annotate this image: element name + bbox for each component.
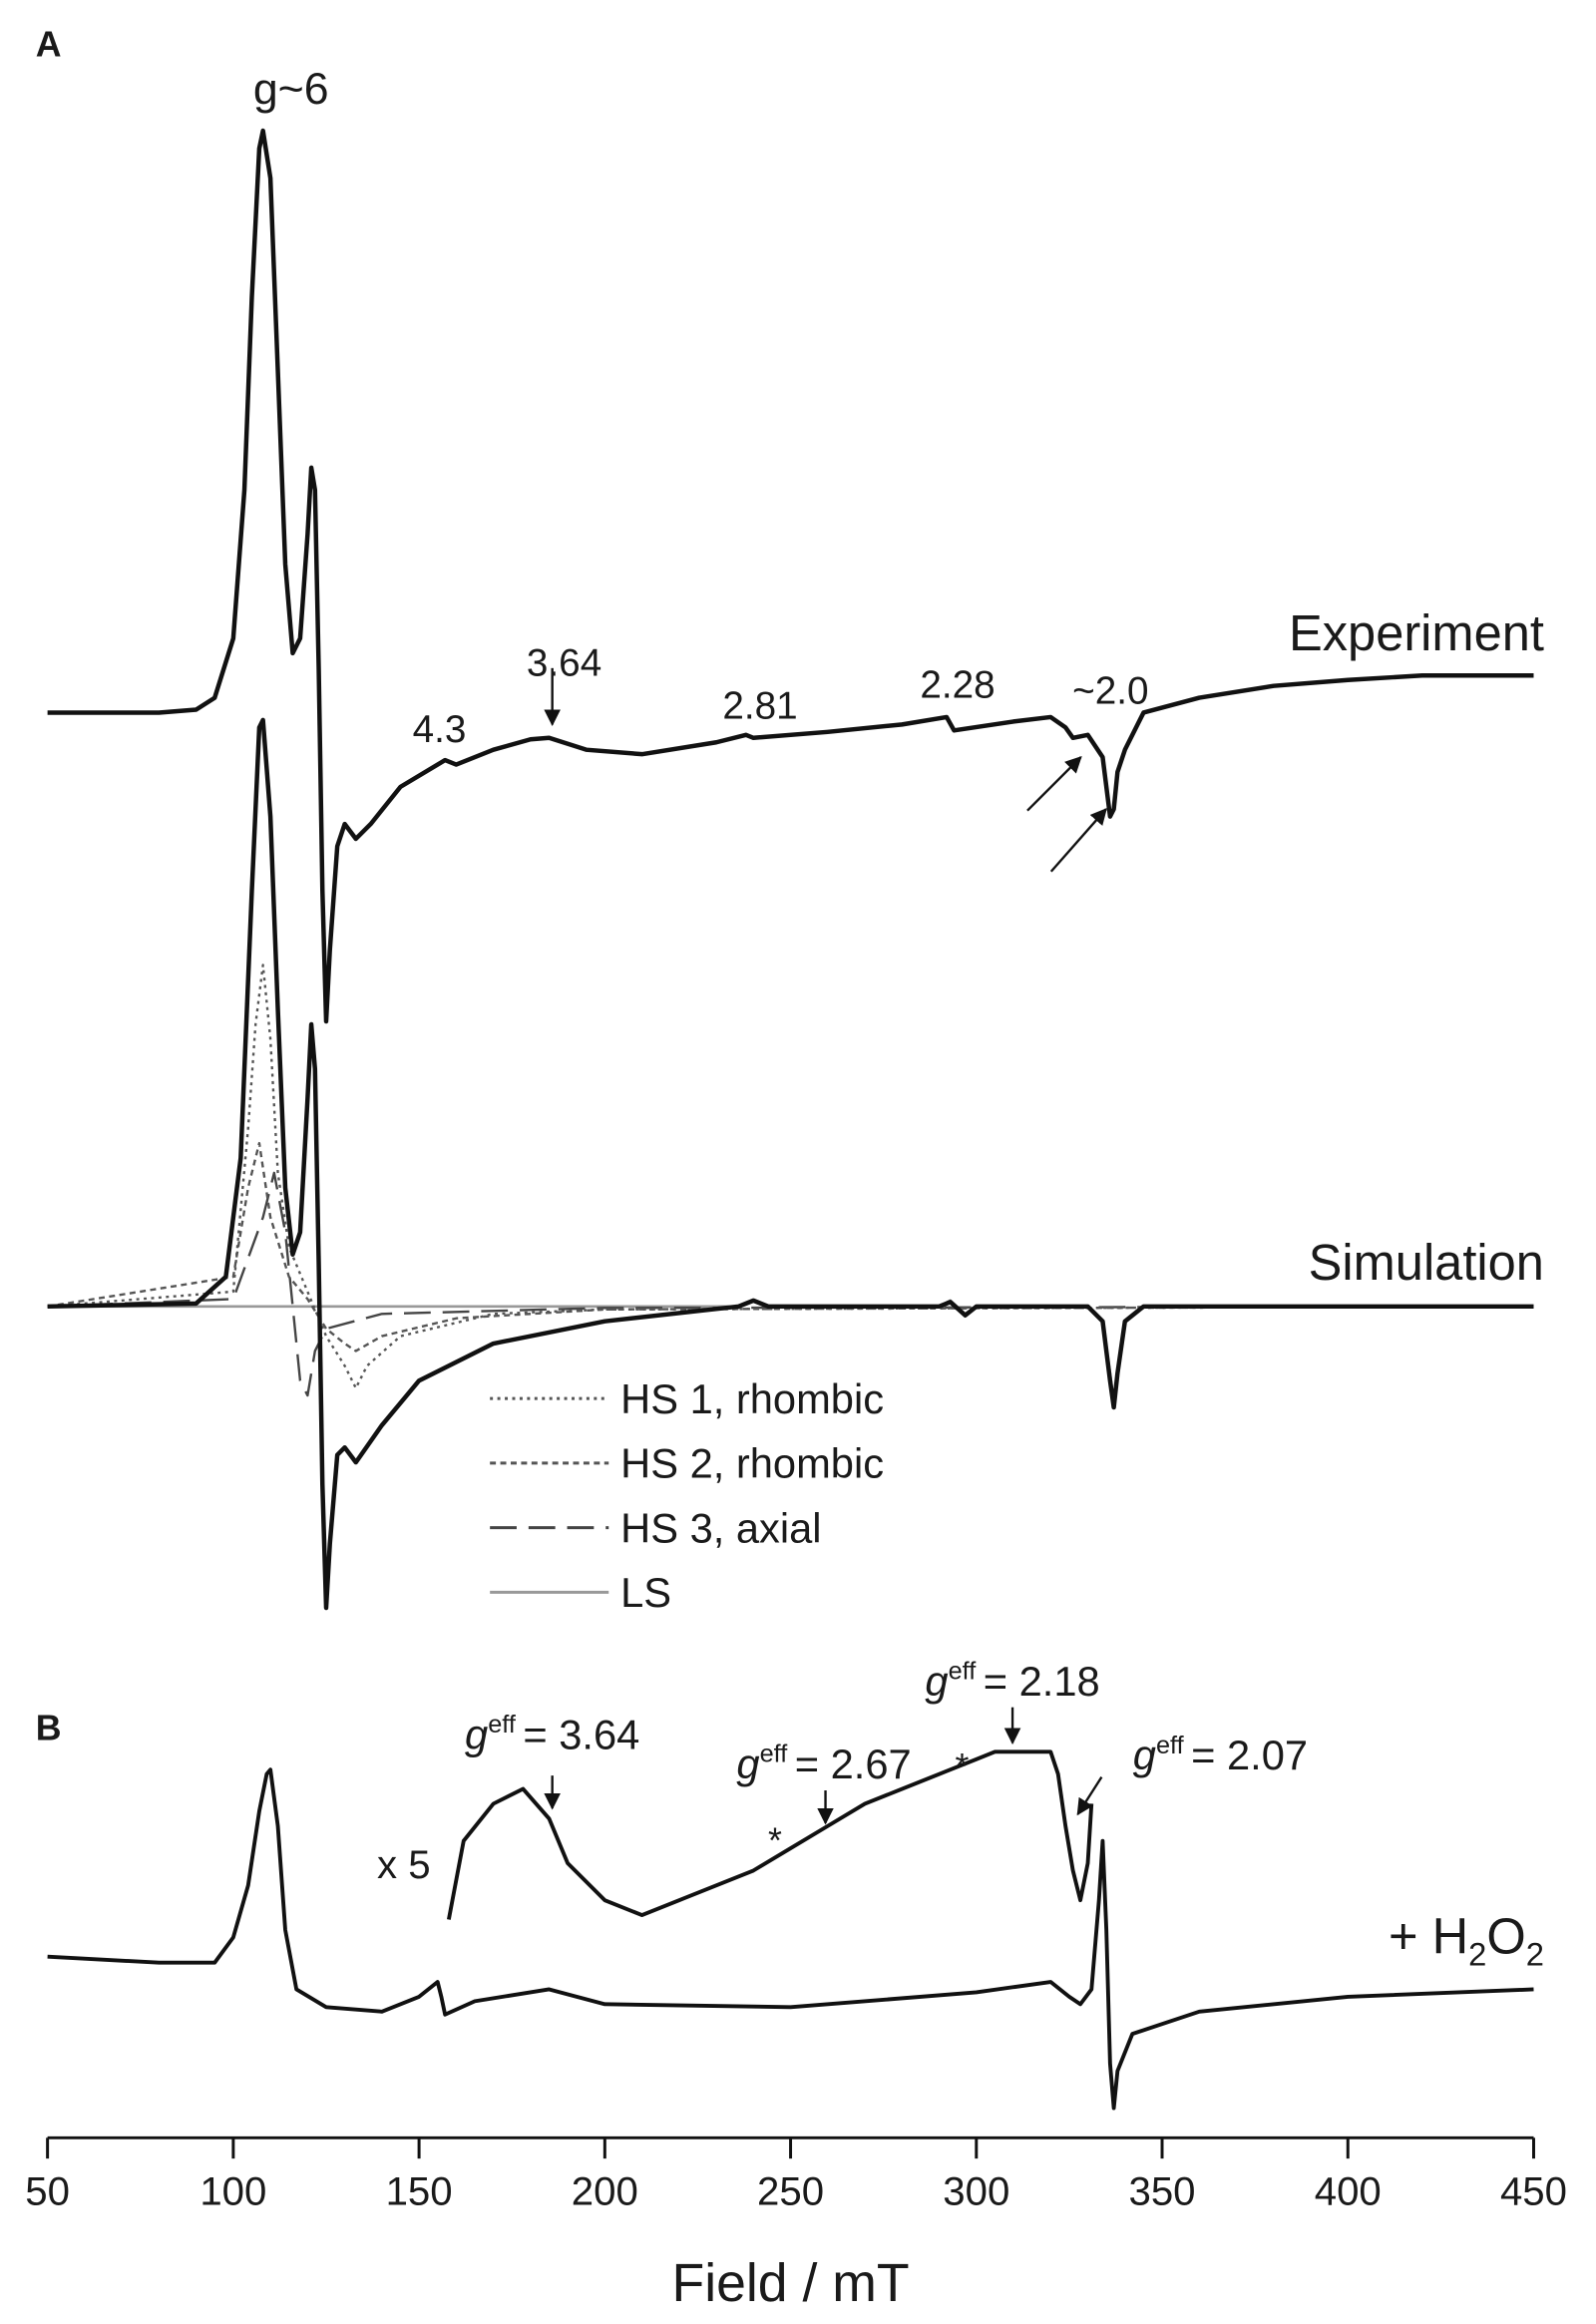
spectrum-line <box>47 128 1534 1024</box>
g-sup: eff <box>760 1741 789 1768</box>
x-tick-label: 150 <box>386 2168 453 2213</box>
spectrum-line <box>47 964 1534 1389</box>
legend-label: LS <box>620 1569 671 1616</box>
spectrum-line <box>47 1141 1534 1353</box>
x-tick-label: 300 <box>943 2168 1009 2213</box>
annotation: 2.28 <box>920 664 995 707</box>
x-tick-label: 100 <box>200 2168 266 2213</box>
label-part: 2 <box>1468 1936 1486 1973</box>
x-tick-label: 250 <box>757 2168 824 2213</box>
label-part: O <box>1486 1908 1525 1965</box>
g-label: geff = 2.07 <box>1133 1732 1308 1778</box>
annotation: 3.64 <box>527 641 601 684</box>
g-text: = 2.67 <box>795 1741 912 1787</box>
series-label: + H2O2 <box>1389 1908 1544 1973</box>
legend-label: HS 3, axial <box>620 1504 821 1551</box>
arrow <box>1026 755 1082 812</box>
panel-label: A <box>36 25 62 65</box>
annotation: g~6 <box>253 65 329 114</box>
annotation: * <box>956 1746 970 1786</box>
annotation: * <box>768 1821 782 1861</box>
g-label: geff = 2.67 <box>736 1741 911 1787</box>
legend-label: HS 2, rhombic <box>620 1440 884 1487</box>
spectrum-line <box>47 1171 1534 1397</box>
g-sup: eff <box>488 1711 517 1739</box>
annotation: 4.3 <box>413 708 467 751</box>
g-symbol: g <box>736 1741 759 1787</box>
g-label: geff = 2.18 <box>925 1657 1099 1704</box>
arrow <box>1049 807 1107 873</box>
legend-label: HS 1, rhombic <box>620 1375 884 1422</box>
x-tick-label: 400 <box>1315 2168 1382 2213</box>
x-tick-label: 200 <box>572 2168 638 2213</box>
spectrum-line <box>446 1749 1094 1920</box>
g-sup: eff <box>949 1657 978 1685</box>
annotation: ~2.0 <box>1072 670 1148 713</box>
g-text: = 2.07 <box>1191 1732 1308 1778</box>
spectrum-line <box>47 717 1534 1611</box>
arrows <box>544 667 1107 1825</box>
label-part: + H <box>1389 1908 1468 1965</box>
label-part: 2 <box>1526 1936 1544 1973</box>
x-tick-label: 350 <box>1129 2168 1196 2213</box>
panel-label: B <box>36 1708 62 1747</box>
x-tick-label: 450 <box>1500 2168 1567 2213</box>
g-symbol: g <box>465 1711 488 1757</box>
x-tick-label: 50 <box>25 2168 70 2213</box>
arrow <box>1076 1775 1103 1816</box>
g-symbol: g <box>925 1658 948 1705</box>
series-label: Experiment <box>1289 604 1544 661</box>
spectrum-line <box>47 1767 1534 2111</box>
x-axis-label: Field / mT <box>671 2253 909 2313</box>
g-symbol: g <box>1133 1732 1156 1778</box>
series-label: Simulation <box>1309 1234 1544 1291</box>
g-text: = 3.64 <box>523 1711 639 1757</box>
series-label: x 5 <box>377 1842 431 1887</box>
g-sup: eff <box>1156 1732 1185 1759</box>
g-text: = 2.18 <box>984 1658 1100 1705</box>
annotation: 2.81 <box>722 684 797 727</box>
g-label: geff = 3.64 <box>465 1711 639 1757</box>
